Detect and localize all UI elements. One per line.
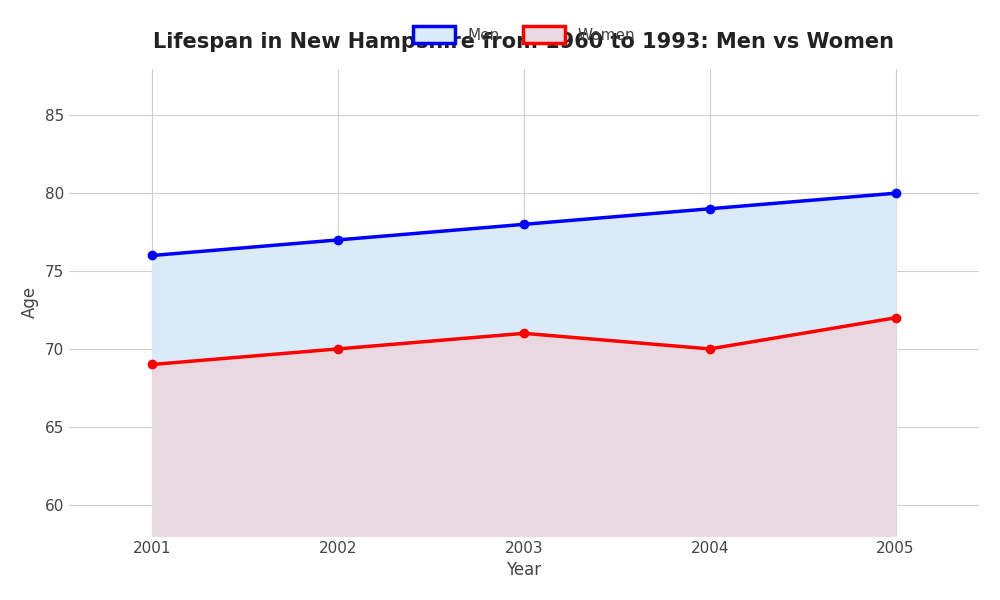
Y-axis label: Age: Age xyxy=(21,286,39,318)
Title: Lifespan in New Hampshire from 1960 to 1993: Men vs Women: Lifespan in New Hampshire from 1960 to 1… xyxy=(153,32,894,52)
Legend: Men, Women: Men, Women xyxy=(406,20,641,49)
X-axis label: Year: Year xyxy=(506,561,541,579)
